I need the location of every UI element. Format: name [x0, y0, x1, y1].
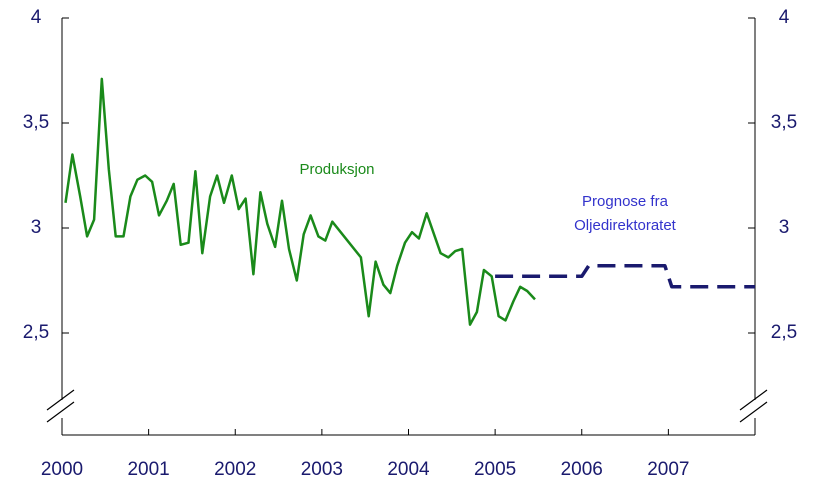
y2-tick-label: 3 — [779, 217, 790, 238]
x-tick-label: 2002 — [214, 459, 256, 480]
x-tick-label: 2003 — [301, 459, 343, 480]
y2-tick-label: 3,5 — [771, 112, 797, 133]
x-tick-label: 2001 — [127, 459, 169, 480]
y-tick-label: 3 — [31, 217, 42, 238]
y2-tick-label: 4 — [779, 7, 790, 28]
forecast-line — [495, 264, 755, 289]
annotation: Oljedirektoratet — [574, 217, 677, 234]
y-tick-label: 4 — [31, 7, 42, 28]
x-tick-label: 2005 — [474, 459, 516, 480]
annotation: Produksjon — [299, 161, 374, 178]
production-line — [64, 77, 536, 326]
x-tick-label: 2004 — [387, 459, 430, 480]
y2-tick-label: 2,5 — [771, 322, 797, 343]
x-tick-label: 2000 — [41, 459, 83, 480]
x-tick-label: 2006 — [561, 459, 603, 480]
y-tick-label: 2,5 — [23, 322, 49, 343]
axis-break — [46, 389, 768, 423]
annotation: Prognose fra — [582, 193, 669, 210]
y-tick-label: 3,5 — [23, 112, 49, 133]
x-tick-label: 2007 — [647, 459, 689, 480]
